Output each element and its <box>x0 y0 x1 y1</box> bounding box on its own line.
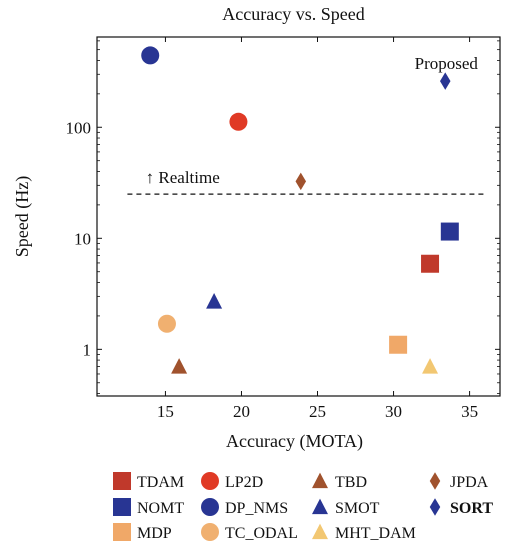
data-point-nomt <box>440 222 459 241</box>
y-tick-label: 1 <box>83 340 92 359</box>
legend-marker-mht-dam <box>312 523 328 540</box>
y-tick-label: 100 <box>66 118 92 137</box>
legend-label: MHT_DAM <box>335 525 416 542</box>
legend-label: TC_ODAL <box>225 525 298 542</box>
legend-marker-sort <box>429 498 441 516</box>
legend-label: NOMT <box>137 500 184 517</box>
x-tick-label: 15 <box>157 402 174 421</box>
legend-marker-tdam <box>113 472 131 490</box>
legend-marker-tc-odal <box>201 523 219 541</box>
data-point-sort <box>440 72 451 90</box>
legend-marker-smot <box>312 498 328 515</box>
plot-frame <box>96 36 501 397</box>
legend-marker-tbd <box>312 472 328 489</box>
y-tick-label: 10 <box>74 229 91 248</box>
data-point-tc-odal <box>157 314 176 333</box>
legend-label: SORT <box>450 500 493 517</box>
legend-label: MDP <box>137 525 172 542</box>
data-point-lp2d <box>229 112 248 131</box>
legend-label: TBD <box>335 474 367 491</box>
legend-label: JPDA <box>450 474 489 491</box>
data-point-jpda <box>295 172 307 191</box>
legend-marker-nomt <box>113 498 131 516</box>
y-axis-title: Speed (Hz) <box>12 176 33 257</box>
legend-marker-lp2d <box>201 472 219 490</box>
data-point-mdp <box>389 335 408 354</box>
legend-label: LP2D <box>225 474 263 491</box>
legend-marker-dp-nms <box>201 498 219 516</box>
data-point-dp-nms <box>141 46 160 65</box>
legend-label: DP_NMS <box>225 500 288 517</box>
chart-title: Accuracy vs. Speed <box>222 4 364 24</box>
legend-marker-mdp <box>113 523 131 541</box>
proposed-annotation: Proposed <box>415 54 479 73</box>
legend-marker-jpda <box>429 472 441 490</box>
x-tick-label: 20 <box>233 402 250 421</box>
x-tick-label: 30 <box>385 402 402 421</box>
x-tick-label: 25 <box>309 402 326 421</box>
data-point-smot <box>206 293 223 309</box>
data-point-mht-dam <box>422 358 439 374</box>
data-point-tdam <box>421 254 440 273</box>
x-tick-label: 35 <box>461 402 478 421</box>
data-point-tbd <box>171 358 188 374</box>
legend-label: SMOT <box>335 500 380 517</box>
x-axis-title: Accuracy (MOTA) <box>226 431 363 452</box>
legend-label: TDAM <box>137 474 184 491</box>
realtime-annotation: ↑ Realtime <box>146 168 220 187</box>
